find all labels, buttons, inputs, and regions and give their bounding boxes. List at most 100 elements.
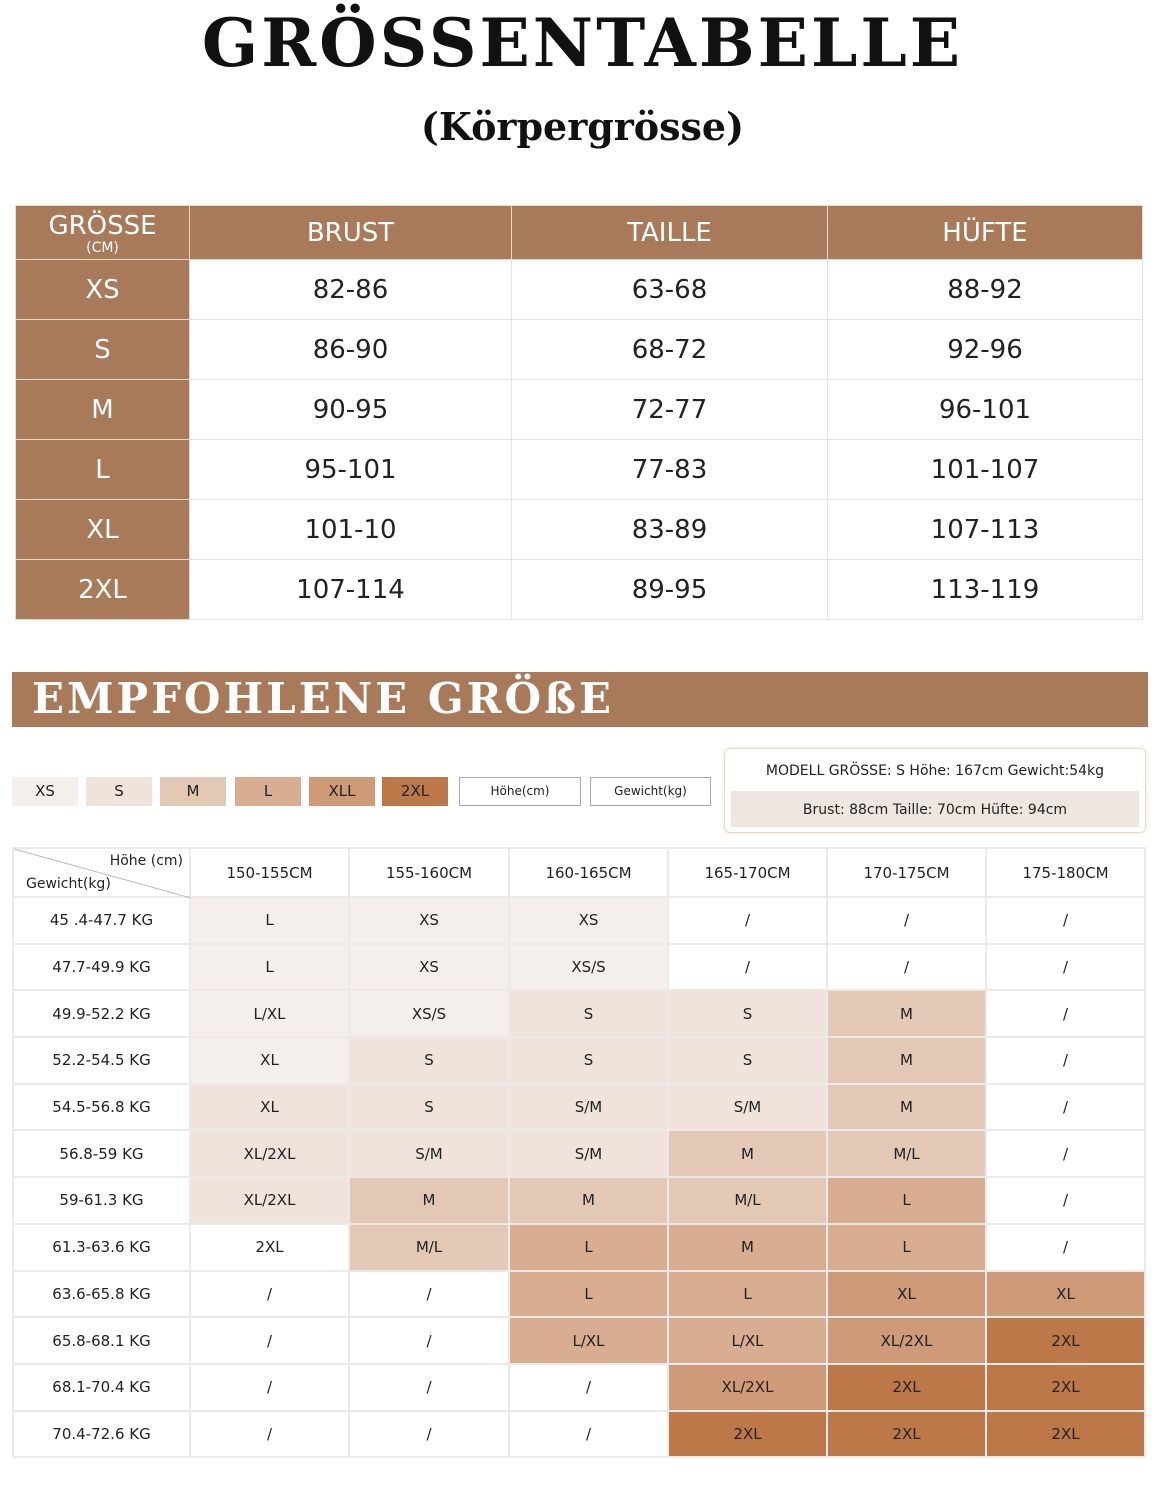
measurement-cell: 113-119 [827,559,1143,620]
header-hüfte: HÜFTE [827,205,1143,260]
size-label: S [15,319,190,380]
table-row: 59-61.3 KG XL/2XL M M M/L L / [12,1176,1146,1225]
size-cell: S [348,1082,510,1132]
size-cell: 2XL [189,1222,350,1272]
size-cell: / [508,1362,669,1412]
size-cell: / [826,896,987,945]
size-cell: 2XL [985,1362,1146,1412]
size-cell: XL/2XL [189,1129,350,1179]
size-cell: / [348,1269,510,1319]
page-subtitle: (Körpergrösse) [420,104,745,149]
page-title: GRÖSSENTABELLE [201,4,964,82]
size-cell: M [667,1129,828,1179]
legend-chip-l: L [235,777,301,806]
size-cell: / [189,1316,350,1365]
measurement-cell: 72-77 [511,379,828,440]
size-cell: / [985,1222,1146,1272]
size-cell: 2XL [985,1316,1146,1365]
size-cell: XL/2XL [667,1362,828,1412]
size-cell: M [667,1222,828,1272]
size-cell: XL [826,1269,987,1319]
recommendation-table: Höhe (cm) Gewicht(kg) 150-155CM 155-160CM 16… [12,847,1146,1459]
measurement-cell: 95-101 [189,439,512,500]
size-label: M [15,379,190,440]
measurement-cell: 88-92 [827,259,1143,320]
size-cell: M/L [348,1222,510,1272]
table-row: 52.2-54.5 KG XL S S S M / [12,1036,1146,1085]
size-cell: XL [189,1036,350,1085]
size-cell: / [348,1409,510,1459]
corner-weight-label: Gewicht(kg) [26,876,111,892]
size-cell: XS [508,896,669,945]
weight-label: 56.8-59 KG [12,1129,191,1179]
measurement-cell: 89-95 [511,559,828,620]
weight-label: 61.3-63.6 KG [12,1222,191,1272]
header-brust: BRUST [189,205,512,260]
size-cell: XL [985,1269,1146,1319]
height-header: 150-155CM [189,847,350,898]
legend-chip-m: M [160,777,226,806]
size-cell: L/XL [508,1316,669,1365]
table-row: 54.5-56.8 KG XL S S/M S/M M / [12,1082,1146,1132]
size-table-header: GRÖSSE (CM) BRUST TAILLE HÜFTE [15,205,1143,260]
height-header: 165-170CM [667,847,828,898]
table-row: 63.6-65.8 KG / / L L XL XL [12,1269,1146,1319]
size-cell: L [189,896,350,945]
size-cell: / [985,1176,1146,1225]
corner-height-label: Höhe (cm) [109,853,183,869]
size-cell: L [667,1269,828,1319]
recommended-size-banner: EMPFOHLENE GRÖßE [12,672,1148,727]
size-label: L [15,439,190,500]
recommendation-header: Höhe (cm) Gewicht(kg) 150-155CM 155-160CM 16… [12,847,1146,898]
size-cell: L [189,942,350,992]
size-cell: M/L [667,1176,828,1225]
size-cell: S/M [508,1082,669,1132]
size-cell: XL [189,1082,350,1132]
size-cell: / [508,1409,669,1459]
size-cell: / [189,1362,350,1412]
size-cell: / [985,1036,1146,1085]
size-cell: S [508,989,669,1039]
size-cell: M [826,1082,987,1132]
size-cell: M [348,1176,510,1225]
size-cell: S/M [508,1129,669,1179]
corner-cell: Höhe (cm) Gewicht(kg) [12,847,191,898]
legend-height-label: Höhe(cm) [459,777,581,806]
header-size-label: GRÖSSE [48,210,157,241]
table-row: 70.4-72.6 KG / //2XL 2XL 2XL [12,1409,1146,1459]
measurement-cell: 77-83 [511,439,828,500]
size-cell: S [348,1036,510,1085]
size-cell: M [826,1036,987,1085]
banner-title: EMPFOHLENE GRÖßE [32,674,615,723]
table-row: 47.7-49.9 KG L XS XS/S / / / [12,942,1146,992]
size-cell: / [985,942,1146,992]
size-cell: L/XL [189,989,350,1039]
size-cell: 2XL [826,1362,987,1412]
weight-label: 47.7-49.9 KG [12,942,191,992]
size-cell: 2XL [826,1409,987,1459]
size-cell: L [826,1222,987,1272]
size-cell: / [189,1269,350,1319]
model-size-line: MODELL GRÖSSE: S Höhe: 167cm Gewicht:54k… [765,763,1105,779]
size-cell: / [985,989,1146,1039]
table-row: 45 .4-47.7 KG L XS XS / / / [12,896,1146,945]
size-cell: L [508,1222,669,1272]
measurement-cell: 63-68 [511,259,828,320]
weight-label: 59-61.3 KG [12,1176,191,1225]
height-header: 175-180CM [985,847,1146,898]
size-cell: XS [348,942,510,992]
measurement-cell: 107-113 [827,499,1143,560]
size-label: XS [15,259,190,320]
size-cell: M [508,1176,669,1225]
size-cell: M/L [826,1129,987,1179]
size-cell: / [985,1129,1146,1179]
header-unit: (CM) [86,239,119,256]
size-cell: 2XL [667,1409,828,1459]
header-taille: TAILLE [511,205,828,260]
measurement-cell: 68-72 [511,319,828,380]
size-cell: / [826,942,987,992]
measurement-cell: 101-10 [189,499,512,560]
legend-chip-s: S [86,777,152,806]
size-cell: XS/S [508,942,669,992]
table-row: 49.9-52.2 KG L/XL XS/S S S M / [12,989,1146,1039]
